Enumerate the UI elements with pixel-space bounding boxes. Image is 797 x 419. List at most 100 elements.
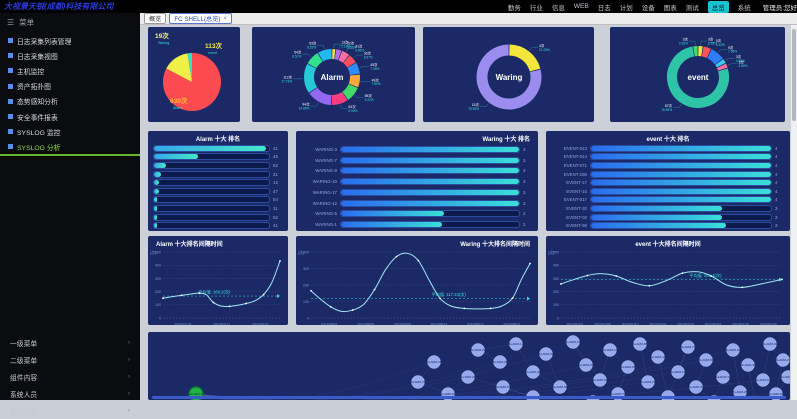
sidebar-menu: 日志采集列表管理 日志采集视图 主机监控 资产拓扑图 态势感知分析 安全事件报表 SYSLO… <box>0 33 140 156</box>
network-node[interactable]: ALARM-47 <box>741 358 756 372</box>
network-node[interactable]: ALARM-55 <box>781 370 790 384</box>
sidebar-item-icon <box>8 114 13 120</box>
network-node[interactable]: ALARM-53 <box>699 353 714 367</box>
network-node[interactable]: ALARM-33 <box>579 358 594 372</box>
network-node[interactable]: ALARM-26 <box>461 370 476 384</box>
sidebar-bottom-item-4[interactable]: 操作面板 › <box>10 407 130 416</box>
svg-text:7.80%: 7.80% <box>372 82 381 86</box>
svg-text:9次: 9次 <box>728 45 734 50</box>
network-hscrollbar[interactable] <box>152 396 786 399</box>
rank-bar-row: WARING-8 3 <box>315 167 526 175</box>
svg-text:53次: 53次 <box>309 41 317 46</box>
network-graph-panel: ALARM-21 ALARM-35 ALARM-17 ALARM-48 ALARM-09… <box>148 332 790 400</box>
sidebar-item-5[interactable]: 安全事件报表 <box>0 109 140 124</box>
network-node[interactable]: ALARM-17 <box>509 337 524 351</box>
svg-text:300: 300 <box>155 277 161 281</box>
network-node[interactable]: ALARM-92 <box>726 343 741 357</box>
event-donut-panel: 3次 2.65% 5次 4.42% 9次 7.96% 3次 2.65% 3次 2.65% 87次 76… <box>610 27 785 122</box>
sidebar-item-4[interactable]: 态势感知分析 <box>0 94 140 109</box>
network-node[interactable]: ALARM-23 <box>641 375 656 389</box>
topnav-item-5[interactable]: 计划 <box>619 4 633 12</box>
svg-text:200: 200 <box>303 283 309 287</box>
user-menu[interactable]: 管理员:您好 <box>762 4 797 12</box>
topnav-item-2[interactable]: 信息 <box>551 4 565 12</box>
topnav-item-9[interactable]: 总览 <box>707 0 729 13</box>
svg-text:ALARM-14: ALARM-14 <box>603 348 618 352</box>
top-nav: 勤务 行业 信息 WEB 日志 计划 设备 图表 测试 总览 系统 <box>507 0 757 13</box>
interval-line-chart: 0 100 200 300 400(次) 平均值: 117.23(次) 2022/08/01… <box>298 250 531 326</box>
topnav-item-7[interactable]: 图表 <box>663 4 677 12</box>
alarm-interval-panel: Alarm 十大排名间隔时间 0 100 200 300 400 500 (次) 平均值: 16… <box>148 236 288 325</box>
svg-text:(次): (次) <box>548 250 555 255</box>
network-node[interactable]: ALARM-16 <box>756 373 771 387</box>
sidebar-item-6[interactable]: SYSLOG 监控 <box>0 124 140 139</box>
network-node[interactable]: ALARM-77 <box>681 340 696 354</box>
network-node[interactable]: ALARM-35 <box>493 355 508 369</box>
rank-bar-row: EVENT-02 3 <box>566 213 778 221</box>
svg-text:ALARM-50: ALARM-50 <box>441 392 456 396</box>
network-node[interactable]: ALARM-97 <box>496 380 511 394</box>
tab-close-icon[interactable]: × <box>223 15 227 22</box>
svg-text:78.95%: 78.95% <box>468 107 479 111</box>
svg-text:7.96%: 7.96% <box>728 50 737 54</box>
topnav-item-3[interactable]: WEB <box>573 3 589 10</box>
topnav-item-1[interactable]: 行业 <box>529 4 543 12</box>
network-node[interactable]: ALARM-05 <box>621 360 636 374</box>
network-node[interactable]: ALARM-11 <box>716 370 731 384</box>
topnav-item-6[interactable]: 设备 <box>641 4 655 12</box>
network-node[interactable]: ALARM-52 <box>553 380 568 394</box>
sidebar-item-0[interactable]: 日志采集列表管理 <box>0 33 140 48</box>
waring-donut-panel: 4次 21.05% 15次 78.95% Waring <box>423 27 594 122</box>
svg-text:3.55%: 3.55% <box>347 45 356 49</box>
sidebar-bottom-item-3[interactable]: 系统人员 › <box>10 390 130 399</box>
svg-text:3次: 3次 <box>736 54 742 59</box>
sidebar-bottom-item-2[interactable]: 组件内容 › <box>10 373 130 382</box>
sidebar-bottom-item-0[interactable]: 一级菜单 › <box>10 340 130 349</box>
svg-text:58次: 58次 <box>365 93 373 98</box>
svg-text:9.93%: 9.93% <box>348 109 357 113</box>
tab-1[interactable]: FC SHELL(总览) × <box>169 13 232 24</box>
svg-text:2022/08/13: 2022/08/13 <box>430 323 447 326</box>
network-node[interactable]: ALARM-48 <box>526 365 541 379</box>
network-node[interactable]: ALARM-14 <box>603 343 618 357</box>
network-node[interactable]: ALARM-39 <box>763 337 778 351</box>
svg-text:17.73%: 17.73% <box>281 79 292 83</box>
network-node[interactable]: ALARM-29 <box>776 353 790 367</box>
tab-0[interactable]: 概览 <box>144 13 167 24</box>
sidebar-item-7[interactable]: SYSLOG 分析 <box>0 139 140 156</box>
svg-text:31次: 31次 <box>355 44 363 49</box>
sidebar-header[interactable]: ☰ 菜单 <box>7 18 35 27</box>
network-node[interactable]: ALARM-88 <box>633 337 648 351</box>
sidebar-bottom-item-1[interactable]: 二级菜单 › <box>10 357 130 366</box>
network-node[interactable]: ALARM-18 <box>427 355 442 369</box>
sidebar-bottom-menu: 一级菜单 › 二级菜单 › 组件内容 › 系统人员 › 操作面板 › <box>0 335 140 419</box>
network-node[interactable]: ALARM-21 <box>471 343 486 357</box>
network-node[interactable]: ALARM-41 <box>651 350 666 364</box>
network-node[interactable]: ALARM-30 <box>689 380 704 394</box>
topnav-item-0[interactable]: 勤务 <box>507 4 521 12</box>
topnav-item-8[interactable]: 测试 <box>685 4 699 12</box>
rank-bar-row: WARING-3 3 <box>315 145 526 153</box>
svg-text:ALARM-41: ALARM-41 <box>651 355 666 359</box>
rank-bar-row: WARING-12 3 <box>312 199 526 207</box>
network-node[interactable]: ALARM-19 <box>671 365 686 379</box>
chevron-right-icon: › <box>128 373 130 380</box>
network-node[interactable]: ALARM-61 <box>593 373 608 387</box>
svg-text:63次: 63次 <box>348 104 356 109</box>
sidebar-item-3[interactable]: 资产拓扑图 <box>0 79 140 94</box>
network-node[interactable]: ALARM-27 <box>566 335 581 349</box>
sidebar-item-2[interactable]: 主机监控 <box>0 63 140 78</box>
network-node[interactable]: ALARM-09 <box>539 347 554 361</box>
topnav-item-4[interactable]: 日志 <box>597 4 611 12</box>
network-node[interactable]: ALARM-73 <box>411 375 426 389</box>
topnav-item-10[interactable]: 系统 <box>737 4 751 12</box>
scrollbar-thumb[interactable] <box>792 29 796 121</box>
svg-text:5次: 5次 <box>716 38 722 43</box>
svg-text:ALARM-30: ALARM-30 <box>689 385 704 389</box>
sidebar-item-1[interactable]: 日志采集视图 <box>0 48 140 63</box>
svg-text:ALARM-61: ALARM-61 <box>593 378 608 382</box>
page-scrollbar[interactable] <box>791 25 797 400</box>
svg-text:2022/08/21: 2022/08/21 <box>503 323 520 326</box>
